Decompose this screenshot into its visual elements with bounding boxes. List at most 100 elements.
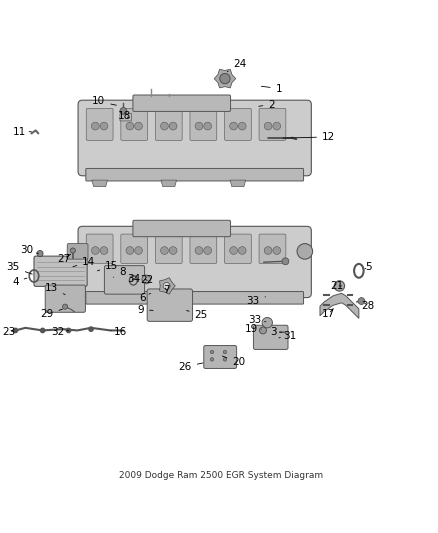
Circle shape bbox=[297, 244, 313, 259]
Circle shape bbox=[120, 108, 127, 115]
Circle shape bbox=[230, 247, 237, 254]
Circle shape bbox=[221, 74, 229, 83]
Text: 2: 2 bbox=[259, 100, 275, 109]
Text: 25: 25 bbox=[187, 310, 208, 320]
FancyBboxPatch shape bbox=[259, 234, 286, 263]
Text: 6: 6 bbox=[140, 293, 151, 303]
Circle shape bbox=[334, 281, 345, 291]
FancyBboxPatch shape bbox=[225, 108, 251, 140]
Circle shape bbox=[100, 122, 108, 130]
Text: 20: 20 bbox=[223, 356, 245, 367]
Circle shape bbox=[264, 122, 272, 130]
Circle shape bbox=[273, 122, 281, 130]
Text: 31: 31 bbox=[279, 332, 297, 342]
FancyBboxPatch shape bbox=[254, 325, 288, 350]
Text: 33: 33 bbox=[248, 316, 266, 326]
Circle shape bbox=[70, 248, 75, 253]
FancyBboxPatch shape bbox=[155, 234, 182, 263]
Circle shape bbox=[92, 122, 99, 130]
FancyBboxPatch shape bbox=[86, 108, 113, 140]
FancyBboxPatch shape bbox=[86, 292, 304, 304]
Text: 33: 33 bbox=[247, 296, 265, 306]
Circle shape bbox=[259, 327, 266, 334]
FancyBboxPatch shape bbox=[259, 108, 286, 140]
Circle shape bbox=[358, 297, 365, 304]
Circle shape bbox=[169, 247, 177, 254]
FancyBboxPatch shape bbox=[104, 265, 145, 294]
Circle shape bbox=[230, 122, 237, 130]
FancyBboxPatch shape bbox=[34, 256, 87, 286]
Circle shape bbox=[195, 247, 203, 254]
FancyBboxPatch shape bbox=[225, 234, 251, 263]
FancyBboxPatch shape bbox=[190, 234, 217, 263]
Circle shape bbox=[134, 122, 142, 130]
Circle shape bbox=[238, 122, 246, 130]
Text: 8: 8 bbox=[113, 266, 125, 277]
Text: 16: 16 bbox=[110, 327, 127, 337]
Circle shape bbox=[67, 328, 71, 333]
FancyBboxPatch shape bbox=[120, 114, 132, 121]
Polygon shape bbox=[159, 278, 175, 294]
Text: 13: 13 bbox=[45, 283, 65, 295]
Circle shape bbox=[204, 247, 212, 254]
FancyBboxPatch shape bbox=[133, 220, 230, 237]
Text: 29: 29 bbox=[40, 309, 63, 319]
Text: 14: 14 bbox=[73, 257, 95, 267]
Circle shape bbox=[264, 247, 272, 254]
Circle shape bbox=[220, 74, 230, 84]
Circle shape bbox=[37, 251, 43, 256]
Circle shape bbox=[92, 247, 99, 254]
Text: 32: 32 bbox=[51, 327, 69, 337]
Text: 17: 17 bbox=[322, 309, 335, 319]
FancyBboxPatch shape bbox=[78, 100, 311, 176]
Circle shape bbox=[273, 247, 281, 254]
Text: 24: 24 bbox=[227, 59, 247, 71]
Circle shape bbox=[163, 282, 170, 289]
FancyBboxPatch shape bbox=[121, 108, 148, 140]
Circle shape bbox=[204, 122, 212, 130]
Circle shape bbox=[40, 328, 45, 333]
Circle shape bbox=[169, 122, 177, 130]
Text: 15: 15 bbox=[98, 261, 118, 271]
Text: 28: 28 bbox=[361, 301, 374, 311]
Circle shape bbox=[63, 304, 68, 309]
Circle shape bbox=[161, 122, 168, 130]
Circle shape bbox=[262, 318, 272, 328]
Circle shape bbox=[210, 350, 214, 354]
Text: 30: 30 bbox=[21, 245, 38, 255]
Circle shape bbox=[195, 122, 203, 130]
FancyBboxPatch shape bbox=[121, 234, 148, 263]
Circle shape bbox=[282, 258, 289, 265]
Text: 35: 35 bbox=[7, 262, 32, 274]
Polygon shape bbox=[92, 180, 107, 187]
Text: 11: 11 bbox=[13, 127, 32, 137]
Circle shape bbox=[142, 275, 151, 284]
Circle shape bbox=[161, 247, 168, 254]
Circle shape bbox=[126, 247, 134, 254]
Text: 7: 7 bbox=[163, 285, 170, 295]
FancyBboxPatch shape bbox=[155, 108, 182, 140]
Text: 19: 19 bbox=[245, 324, 261, 334]
Circle shape bbox=[89, 327, 93, 332]
Polygon shape bbox=[230, 180, 246, 187]
Polygon shape bbox=[214, 69, 236, 88]
Text: 18: 18 bbox=[118, 111, 131, 121]
Polygon shape bbox=[161, 180, 177, 187]
Circle shape bbox=[238, 247, 246, 254]
Circle shape bbox=[223, 350, 226, 354]
Circle shape bbox=[126, 122, 134, 130]
Text: 23: 23 bbox=[2, 327, 16, 337]
FancyBboxPatch shape bbox=[190, 108, 217, 140]
Text: 26: 26 bbox=[179, 362, 203, 372]
Text: 1: 1 bbox=[261, 84, 282, 93]
Text: 10: 10 bbox=[92, 96, 117, 107]
Text: 21: 21 bbox=[330, 281, 343, 291]
FancyBboxPatch shape bbox=[45, 285, 85, 312]
FancyBboxPatch shape bbox=[78, 227, 311, 297]
Text: 9: 9 bbox=[138, 305, 153, 314]
Text: 2009 Dodge Ram 2500 EGR System Diagram: 2009 Dodge Ram 2500 EGR System Diagram bbox=[119, 471, 323, 480]
Circle shape bbox=[13, 328, 18, 333]
Circle shape bbox=[100, 247, 108, 254]
FancyBboxPatch shape bbox=[67, 244, 88, 259]
Circle shape bbox=[223, 358, 226, 361]
